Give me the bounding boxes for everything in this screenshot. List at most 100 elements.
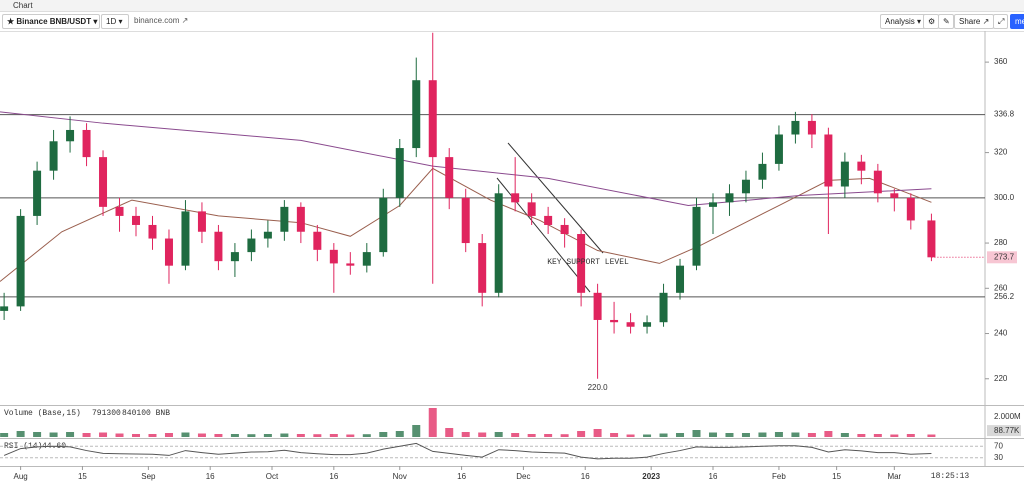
volume-bar — [906, 434, 915, 437]
x-tick-label: 16 — [329, 472, 338, 481]
volume-bar — [115, 433, 124, 437]
candle-body — [280, 206, 289, 232]
volume-bar — [82, 433, 91, 437]
volume-bar — [214, 434, 223, 437]
volume-bar — [164, 433, 173, 437]
candle-body — [197, 211, 206, 232]
volume-bar — [824, 431, 833, 437]
volume-last-box — [987, 425, 1021, 437]
source-link[interactable]: binance.com ↗ — [134, 16, 189, 25]
volume-bar — [758, 432, 767, 437]
volume-bar — [927, 434, 936, 437]
volume-bar — [890, 434, 899, 437]
volume-bar — [197, 433, 206, 437]
x-tick-label: 15 — [78, 472, 87, 481]
volume-bar — [527, 434, 536, 437]
y-tick-label: 280 — [994, 238, 1008, 247]
y-tick-label: 360 — [994, 57, 1008, 66]
share-button[interactable]: Share ↗ — [954, 14, 995, 29]
interval: 1D — [106, 17, 117, 26]
volume-bar — [494, 432, 503, 437]
volume-bar — [708, 432, 717, 437]
x-tick-label: 16 — [457, 472, 466, 481]
candle-body — [890, 193, 899, 198]
y-tick-label: 260 — [994, 283, 1008, 292]
volume-bar — [478, 432, 487, 437]
volume-bar — [643, 434, 652, 437]
candle-body — [16, 215, 25, 307]
volume-bar — [99, 432, 108, 437]
candle-body — [412, 80, 421, 149]
volume-tick-label: 2.000M — [994, 412, 1021, 421]
volume-bar — [230, 434, 239, 437]
volume-bar — [412, 425, 421, 437]
x-tick-label: Sep — [141, 472, 156, 481]
candle-body — [560, 224, 569, 235]
volume-bar — [577, 431, 586, 437]
annotation: KEY SUPPORT LEVEL — [547, 258, 629, 267]
candle-body — [49, 141, 58, 171]
candle-body — [148, 224, 157, 239]
candle-body — [230, 252, 239, 262]
candle-body — [82, 129, 91, 158]
volume-bar — [791, 432, 800, 437]
fullscreen-button[interactable]: ⤢ — [993, 14, 1008, 29]
candle-body — [527, 202, 536, 216]
candle-body — [511, 193, 520, 203]
level-label: 336.8 — [994, 110, 1015, 119]
symbol-button[interactable]: ★ Binance BNB/USDT ▾ — [2, 14, 100, 29]
volume-bar — [544, 434, 553, 437]
share: Share — [959, 17, 981, 26]
volume-bar — [263, 434, 272, 437]
x-tick-label: 15 — [832, 472, 841, 481]
candle-body — [66, 129, 75, 142]
volume-bar — [692, 430, 701, 437]
level-label: 256.2 — [994, 292, 1015, 301]
candle-body — [329, 249, 338, 264]
candle-body — [906, 197, 915, 221]
volume-readout: 840100 BNB — [122, 409, 170, 418]
low-label: 220.0 — [588, 383, 609, 392]
candle-body — [181, 211, 190, 266]
candle-body — [494, 193, 503, 293]
candle-body — [692, 206, 701, 266]
interval-button[interactable]: 1D ▾ — [101, 14, 129, 29]
x-tick-label: 16 — [581, 472, 590, 481]
moving-average — [0, 111, 932, 207]
candle-body — [725, 193, 734, 203]
clock: 18:25:13 — [931, 472, 970, 481]
candle-body — [544, 215, 553, 225]
candle-body — [0, 306, 9, 311]
candle-body — [445, 157, 454, 198]
volume-bar — [33, 432, 42, 437]
volume-bar — [626, 434, 635, 437]
rsi-tick-label: 30 — [994, 453, 1003, 462]
volume-title: Volume (Base,15) — [4, 409, 81, 418]
candle-body — [263, 231, 272, 239]
candle-body — [247, 238, 256, 253]
volume-bar — [148, 434, 157, 437]
candle-body — [362, 252, 371, 266]
channel-line — [496, 177, 591, 293]
rsi-tick-label: 70 — [994, 441, 1003, 450]
volume-bar — [313, 434, 322, 437]
candle-body — [379, 197, 388, 253]
analysis-button[interactable]: Analysis ▾ — [880, 14, 927, 29]
volume-bar — [857, 434, 866, 437]
candle-body — [626, 322, 635, 327]
volume-bar — [676, 433, 685, 437]
x-tick-label: Aug — [13, 472, 27, 481]
volume-bar — [395, 431, 404, 437]
volume-bar — [428, 408, 437, 437]
candle-body — [741, 179, 750, 194]
y-tick-label: 240 — [994, 329, 1008, 338]
x-tick-label: 16 — [206, 472, 215, 481]
candle-body — [643, 322, 652, 327]
candle-body — [313, 231, 322, 250]
source: binance.com — [134, 16, 180, 25]
user-button[interactable]: me — [1010, 14, 1024, 29]
draw-button[interactable]: ✎ — [938, 14, 954, 29]
volume-bar — [873, 434, 882, 437]
candle-body — [758, 163, 767, 180]
